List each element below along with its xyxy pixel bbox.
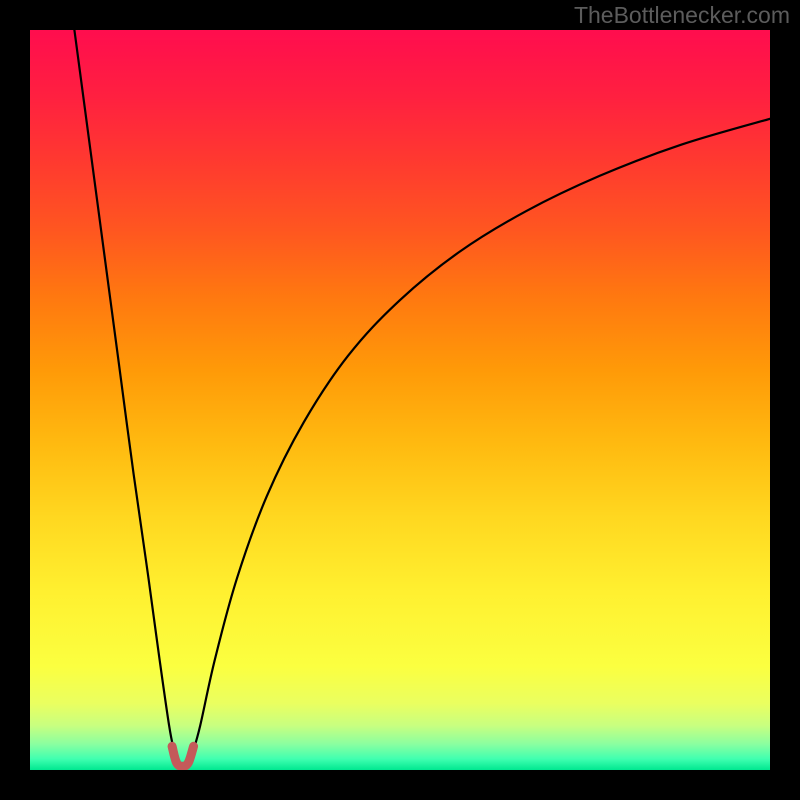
plot-svg xyxy=(30,30,770,770)
watermark-text: TheBottlenecker.com xyxy=(574,2,790,29)
plot-area xyxy=(30,30,770,770)
plot-background xyxy=(30,30,770,770)
